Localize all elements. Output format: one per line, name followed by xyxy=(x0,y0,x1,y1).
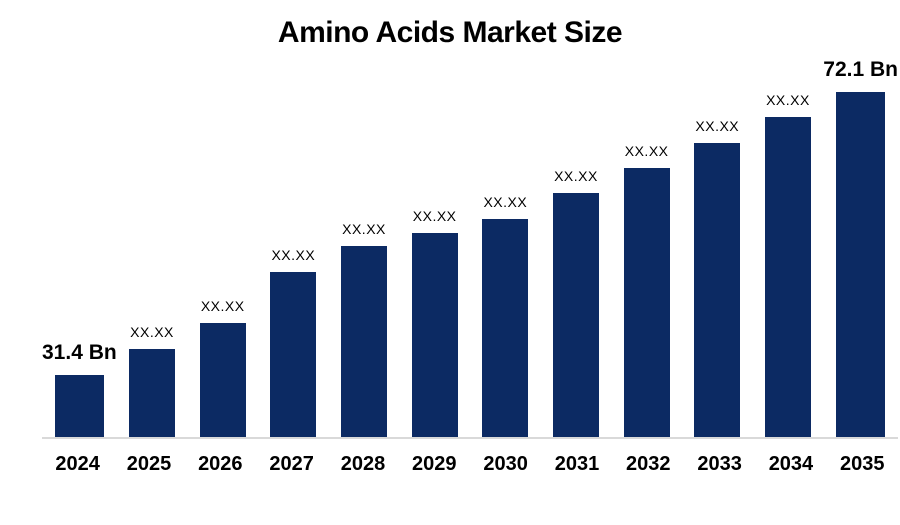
bar-value-label: XX.XX xyxy=(624,143,669,159)
bar-column-2028: XX.XX xyxy=(329,0,400,437)
plot-area: 31.4 Bn XX.XX XX.XX XX.XX XX.XX XX.XX XX.XX XX.… xyxy=(42,0,898,525)
bar xyxy=(129,349,175,437)
bar-value-label: XX.XX xyxy=(200,298,245,314)
bar-value-label: XX.XX xyxy=(554,168,598,184)
x-axis-tick-label: 2035 xyxy=(840,453,885,475)
bar-column-2034: XX.XX xyxy=(753,0,824,437)
bar-value-label: XX.XX xyxy=(766,92,810,108)
bar xyxy=(199,323,246,437)
x-axis-tick-label: 2030 xyxy=(483,453,528,475)
bar-column-2029: XX.XX xyxy=(399,0,470,437)
bar xyxy=(764,117,811,437)
bar xyxy=(836,92,885,437)
bar-value-label: XX.XX xyxy=(695,118,740,134)
bar-column-2030: XX.XX xyxy=(470,0,541,437)
x-axis-tick-label: 2034 xyxy=(768,453,814,475)
x-axis-tick-label: 2033 xyxy=(697,453,742,475)
bar-column-2032: XX.XX xyxy=(611,0,682,437)
x-axis-tick-label: 2025 xyxy=(126,453,172,475)
bar-value-label: XX.XX xyxy=(483,194,528,210)
chart-title: Amino Acids Market Size xyxy=(277,16,623,49)
bar-value-label: XX.XX xyxy=(412,208,457,224)
bar-column-2024: 31.4 Bn xyxy=(42,0,117,437)
bar-column-2031: XX.XX xyxy=(541,0,612,437)
x-axis-tick-label: 2032 xyxy=(626,453,671,475)
bar xyxy=(482,219,529,437)
bars-row: 31.4 Bn XX.XX XX.XX XX.XX XX.XX XX.XX XX.XX XX.… xyxy=(42,0,898,437)
x-axis-tick-label: 2029 xyxy=(412,453,457,475)
bar-value-label: XX.XX xyxy=(342,221,386,237)
bar xyxy=(341,246,387,437)
bar-value-label: 31.4 Bn xyxy=(42,341,117,364)
x-axis-line xyxy=(42,437,898,439)
bar-value-label: XX.XX xyxy=(130,324,174,340)
bar xyxy=(623,168,670,437)
x-axis-tick-label: 2028 xyxy=(340,453,386,475)
bar xyxy=(694,143,741,437)
bar-column-2035: 72.1 Bn xyxy=(823,0,898,437)
bar xyxy=(270,272,317,437)
bar-column-2026: XX.XX xyxy=(187,0,258,437)
bar-value-label: 72.1 Bn xyxy=(823,58,898,81)
bar-value-label: XX.XX xyxy=(271,247,316,263)
x-axis-tick-label: 2024 xyxy=(55,453,100,475)
bar xyxy=(411,233,458,437)
x-axis-tick-label: 2031 xyxy=(554,453,600,475)
x-axis-labels: 2024 2025 2026 2027 2028 2029 2030 2031 2032 2033… xyxy=(42,453,898,476)
x-axis-tick-label: 2027 xyxy=(269,453,314,475)
bar-column-2033: XX.XX xyxy=(682,0,753,437)
bar-column-2025: XX.XX xyxy=(117,0,188,437)
bar xyxy=(55,375,104,437)
x-axis-tick-label: 2026 xyxy=(198,453,243,475)
bar-column-2027: XX.XX xyxy=(258,0,329,437)
bar xyxy=(553,193,599,437)
